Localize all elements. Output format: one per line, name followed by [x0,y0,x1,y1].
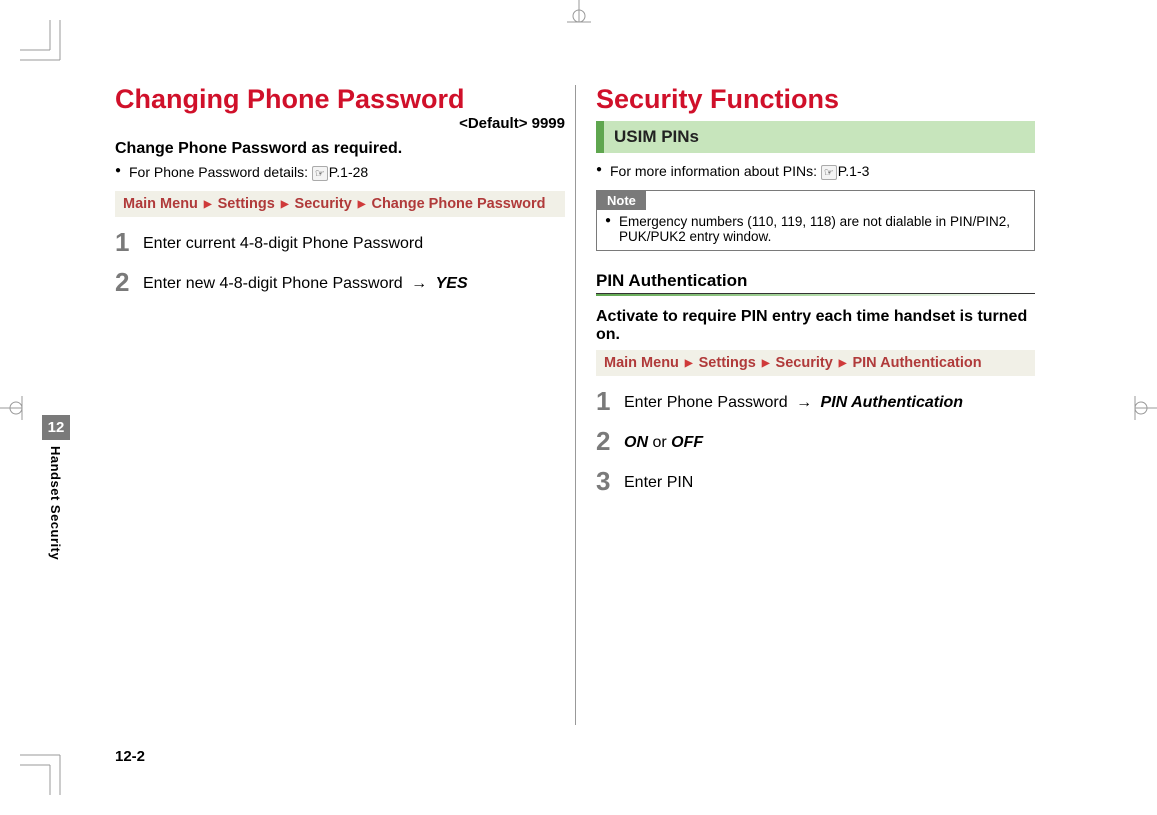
breadcrumb-item: Security [295,196,352,212]
bullet-text: For Phone Password details: [129,164,312,180]
crop-mark-top-center [559,0,599,30]
breadcrumb-separator-icon: ▶ [762,358,770,369]
section-bar-label: USIM PINs [604,121,1035,153]
left-bullet: For Phone Password details: ☞P.1-28 [115,164,565,181]
breadcrumb-separator-icon: ▶ [358,199,366,210]
bullet-text: For more information about PINs: [610,163,821,179]
breadcrumb-separator-icon: ▶ [685,358,693,369]
step: 2Enter new 4-8-digit Phone Password → YE… [115,269,565,295]
step: 3Enter PIN [596,468,1035,494]
note-body: Emergency numbers (110, 119, 118) are no… [597,210,1034,250]
step-body: ON or OFF [624,428,703,454]
breadcrumb-item: Settings [699,355,756,371]
breadcrumb-separator-icon: ▶ [204,199,212,210]
chapter-side-tab: 12 Handset Security [42,415,70,566]
breadcrumb-separator-icon: ▶ [281,199,289,210]
step-body: Enter current 4-8-digit Phone Password [143,229,423,255]
step: 2ON or OFF [596,428,1035,454]
arrow-icon: → [407,275,432,292]
step-number: 3 [596,468,624,494]
page-content: 12 Handset Security Changing Phone Passw… [115,85,1055,765]
page-ref: P.1-3 [838,163,870,179]
left-title: Changing Phone Password [115,85,565,113]
crop-mark-mid-right [1127,388,1157,428]
sub-heading-underline [596,293,1035,296]
step-number: 2 [115,269,143,295]
page-ref: P.1-28 [329,164,368,180]
step-number: 2 [596,428,624,454]
step-number: 1 [115,229,143,255]
right-column: Security Functions USIM PINs For more in… [575,85,1035,725]
breadcrumb-item: Main Menu [123,196,198,212]
breadcrumb-item: PIN Authentication [852,355,981,371]
left-intro: Change Phone Password as required. [115,140,565,158]
left-column: Changing Phone Password <Default> 9999 C… [115,85,575,725]
step-body: Enter PIN [624,468,693,494]
sub-intro: Activate to require PIN entry each time … [596,308,1035,344]
breadcrumb-left: Main Menu ▶ Settings ▶ Security ▶ Change Phone… [115,191,565,217]
arrow-icon: → [792,394,817,411]
step-number: 1 [596,388,624,414]
crop-mark-bottom-left [20,745,70,795]
steps-right: 1Enter Phone Password → PIN Authenticati… [596,388,1035,494]
step-body: Enter new 4-8-digit Phone Password → YES [143,269,468,295]
chapter-number: 12 [42,415,70,440]
chapter-label: Handset Security [42,440,69,566]
crop-mark-top-left [20,20,70,70]
green-stripe [596,121,604,153]
right-bullet: For more information about PINs: ☞P.1-3 [596,163,1035,180]
note-box: Note Emergency numbers (110, 119, 118) a… [596,190,1035,251]
page-ref-icon: ☞ [312,166,328,181]
breadcrumb-right: Main Menu ▶ Settings ▶ Security ▶ PIN Authenti… [596,350,1035,376]
default-value-tag: <Default> 9999 [115,115,565,132]
step: 1Enter Phone Password → PIN Authenticati… [596,388,1035,414]
breadcrumb-item: Change Phone Password [371,196,545,212]
steps-left: 1Enter current 4-8-digit Phone Password2… [115,229,565,295]
right-title: Security Functions [596,85,1035,113]
crop-mark-mid-left [0,388,30,428]
breadcrumb-item: Security [776,355,833,371]
note-title: Note [597,191,646,210]
breadcrumb-separator-icon: ▶ [839,358,847,369]
step-body: Enter Phone Password → PIN Authenticatio… [624,388,963,414]
step: 1Enter current 4-8-digit Phone Password [115,229,565,255]
breadcrumb-item: Main Menu [604,355,679,371]
section-bar-usim: USIM PINs [596,121,1035,153]
sub-heading: PIN Authentication [596,271,1035,291]
breadcrumb-item: Settings [218,196,275,212]
page-ref-icon: ☞ [821,165,837,180]
page-number: 12-2 [115,748,145,765]
